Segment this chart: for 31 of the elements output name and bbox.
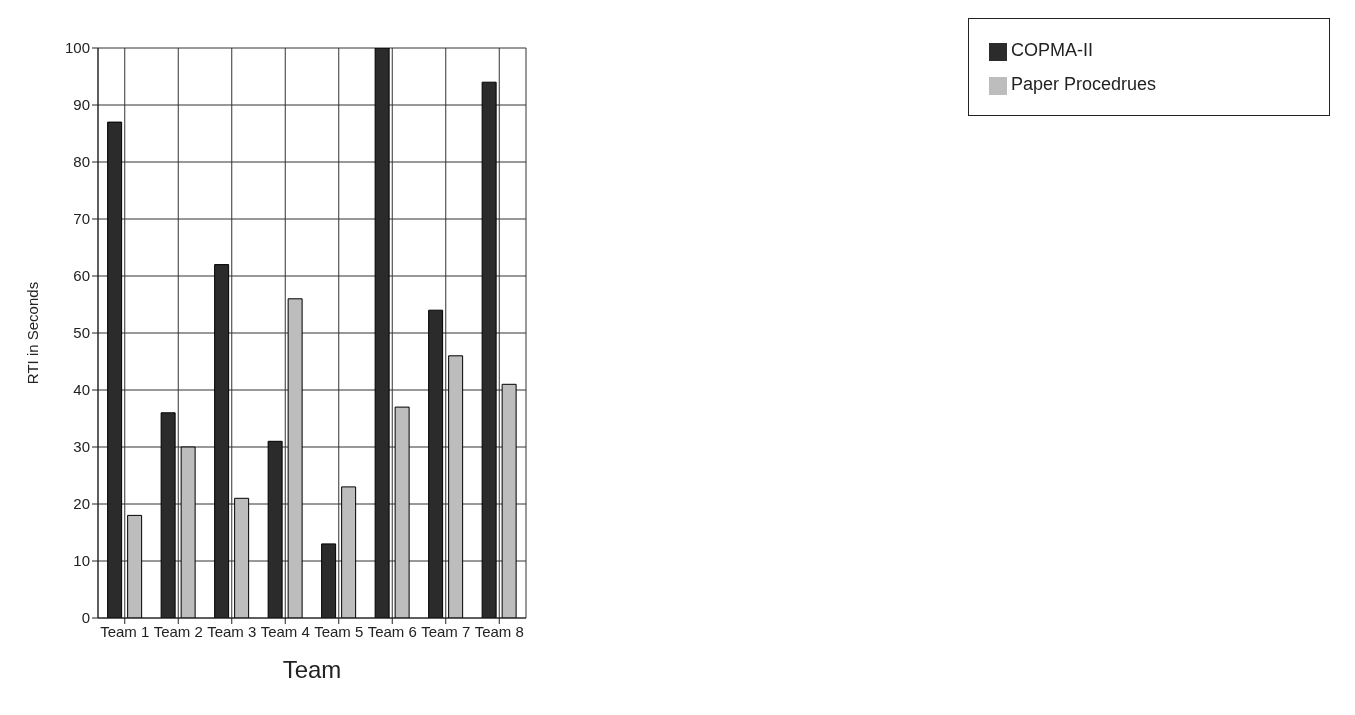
bar [180, 446, 196, 618]
bar [127, 514, 143, 618]
y-tick-label: 20 [73, 495, 90, 513]
y-tick-label: 70 [73, 210, 90, 228]
x-axis-title: Team [282, 656, 342, 683]
bar [394, 406, 410, 618]
y-tick-label: 30 [73, 438, 90, 456]
y-tick-label: 60 [73, 267, 90, 285]
y-tick-label: 80 [73, 153, 90, 171]
legend-label: Paper Procedrues [1011, 74, 1157, 94]
bar [234, 497, 250, 618]
x-tick-label: Team 4 [260, 622, 310, 640]
y-axis-title: RTI in Seconds [24, 281, 42, 385]
legend-label: COPMA-II [1011, 40, 1094, 60]
y-tick-label: 10 [73, 552, 90, 570]
bar [341, 486, 357, 618]
bar [501, 383, 517, 618]
x-tick-label: Team 1 [100, 622, 150, 640]
x-tick-label: Team 5 [314, 622, 364, 640]
x-tick-label: Team 2 [153, 622, 203, 640]
y-tick-label: 40 [73, 381, 90, 399]
bar [287, 298, 303, 618]
x-tick-label: Team 6 [367, 622, 417, 640]
x-tick-label: Team 8 [474, 622, 524, 640]
y-tick-label: 50 [73, 324, 90, 342]
y-tick-label: 90 [73, 96, 90, 114]
y-tick-label: 100 [64, 39, 90, 57]
bar [448, 355, 464, 618]
y-tick-label: 0 [81, 609, 90, 627]
x-tick-label: Team 3 [207, 622, 257, 640]
x-tick-label: Team 7 [421, 622, 471, 640]
